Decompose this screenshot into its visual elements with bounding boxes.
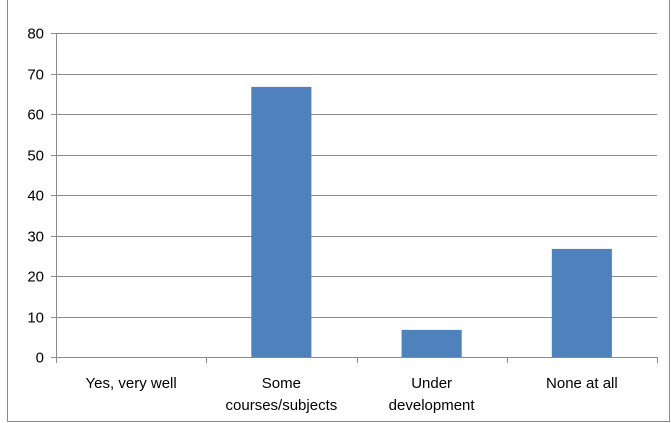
y-tick-label: 20 (27, 269, 44, 286)
x-category-labels: Yes, very well Some courses/subjects Under d… (86, 375, 618, 414)
gridlines (56, 33, 657, 318)
bar (251, 86, 312, 358)
axes (51, 33, 658, 363)
y-tick-label: 60 (27, 107, 44, 124)
bars (251, 86, 612, 358)
x-category-label: Under development (389, 375, 476, 414)
bar (401, 329, 462, 357)
x-category-label: Some courses/subjects (226, 375, 338, 414)
x-category-label: Yes, very well (86, 375, 177, 392)
y-tick-label: 80 (27, 26, 44, 43)
y-tick-label: 10 (27, 310, 44, 327)
y-tick-label: 70 (27, 67, 44, 84)
x-category-label: None at all (546, 375, 618, 392)
y-tick-labels: 0 10 20 30 40 50 60 70 80 (27, 26, 44, 367)
y-tick-label: 0 (36, 350, 44, 367)
y-tick-label: 40 (27, 188, 44, 205)
y-tick-label: 30 (27, 229, 44, 246)
y-tick-label: 50 (27, 148, 44, 165)
bar (551, 248, 612, 357)
